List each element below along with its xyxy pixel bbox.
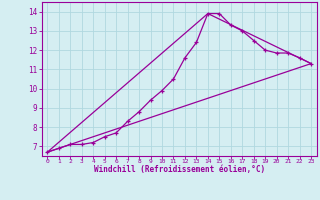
X-axis label: Windchill (Refroidissement éolien,°C): Windchill (Refroidissement éolien,°C) <box>94 165 265 174</box>
